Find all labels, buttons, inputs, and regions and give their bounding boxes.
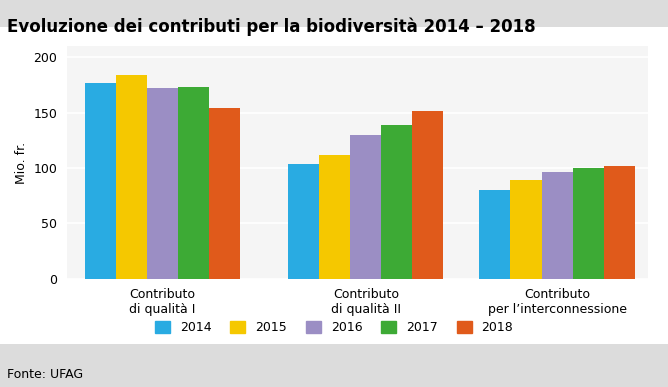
Bar	[319, 155, 350, 279]
Bar	[604, 166, 635, 279]
Bar	[542, 173, 572, 279]
Bar	[381, 125, 412, 279]
Bar	[288, 164, 319, 279]
Bar	[178, 87, 209, 279]
Y-axis label: Mio. fr.: Mio. fr.	[15, 142, 27, 183]
Bar	[572, 168, 604, 279]
Bar	[209, 108, 240, 279]
Legend: 2014, 2015, 2016, 2017, 2018: 2014, 2015, 2016, 2017, 2018	[155, 321, 513, 334]
Bar	[350, 135, 381, 279]
Bar	[147, 89, 178, 279]
Bar	[116, 75, 147, 279]
Text: Evoluzione dei contributi per la biodiversità 2014 – 2018: Evoluzione dei contributi per la biodive…	[7, 17, 535, 36]
Bar	[510, 180, 542, 279]
Bar	[412, 111, 444, 279]
Bar	[480, 190, 510, 279]
Text: Fonte: UFAG: Fonte: UFAG	[7, 368, 83, 381]
Bar	[85, 83, 116, 279]
